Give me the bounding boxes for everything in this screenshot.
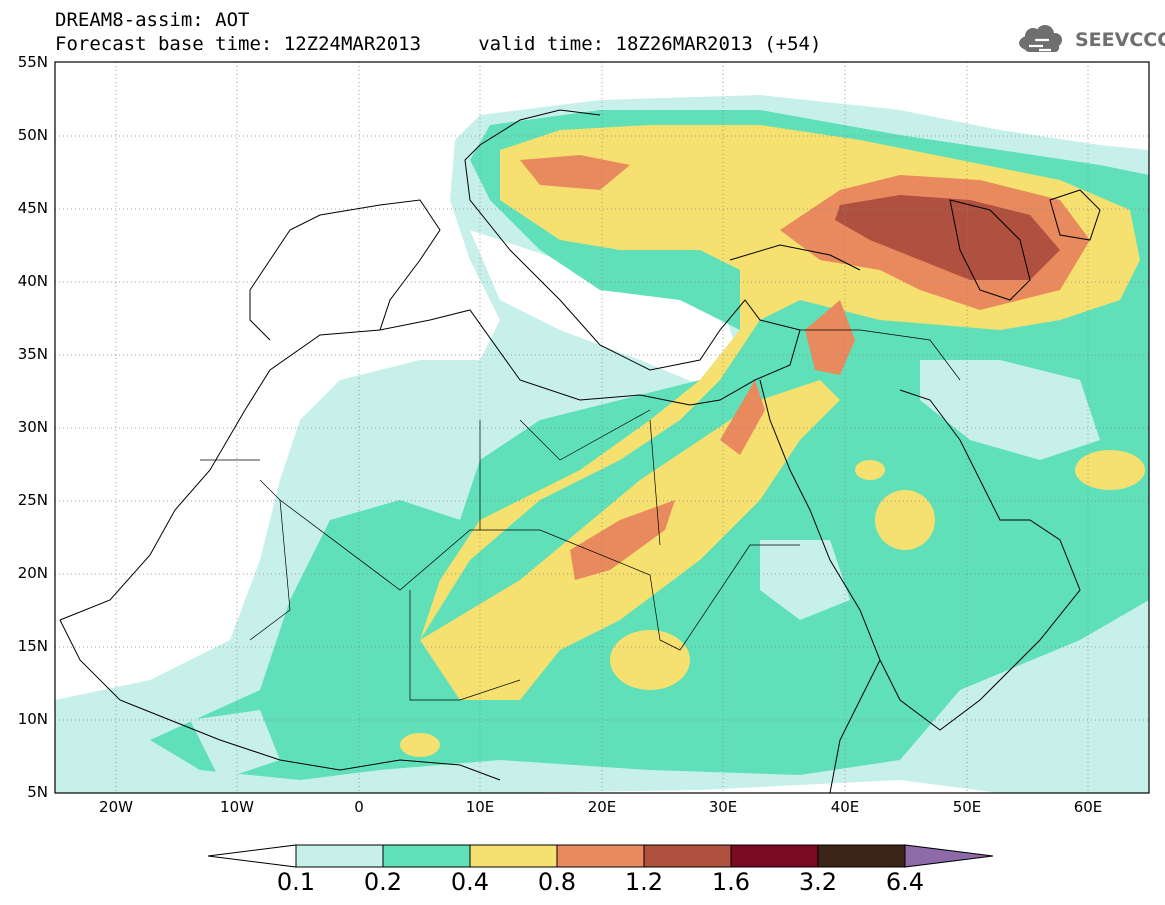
lat-label: 5N: [27, 783, 48, 801]
lat-label: 45N: [17, 199, 48, 217]
lat-label: 55N: [17, 53, 48, 71]
colorbar-label: 0.8: [537, 868, 577, 896]
forecast-time-subtitle: Forecast base time: 12Z24MAR2013 valid t…: [55, 33, 822, 55]
lat-label: 25N: [17, 491, 48, 509]
colorbar-label: 1.6: [711, 868, 751, 896]
lat-label: 50N: [17, 126, 48, 144]
map-frame: [54, 61, 1150, 794]
lat-label: 15N: [17, 637, 48, 655]
aot-field: [55, 95, 1149, 793]
colorbar-label: 0.1: [276, 868, 316, 896]
seevccc-logo: [1019, 25, 1062, 52]
lon-label: 10E: [465, 798, 495, 816]
colorbar-label: 0.4: [450, 868, 490, 896]
map-title: DREAM8-assim: AOT: [55, 9, 250, 31]
lon-label: 30E: [708, 798, 738, 816]
lon-label: 60E: [1073, 798, 1103, 816]
lat-label: 35N: [17, 345, 48, 363]
lat-label: 40N: [17, 272, 48, 290]
lon-label: 50E: [952, 798, 982, 816]
logo-text: SEEVCCC: [1075, 29, 1165, 51]
lon-label: 0: [354, 798, 364, 816]
colorbar-label: 0.2: [363, 868, 403, 896]
country-borders: [200, 329, 961, 701]
lat-label: 10N: [17, 710, 48, 728]
lon-label: 10W: [220, 798, 254, 816]
lat-label: 30N: [17, 418, 48, 436]
colorbar-label: 1.2: [624, 868, 664, 896]
lon-label: 20W: [99, 798, 133, 816]
lat-label: 20N: [17, 564, 48, 582]
coastlines: [59, 109, 1101, 793]
aot-band-1.2: [835, 195, 1060, 280]
colorbar-label: 6.4: [885, 868, 925, 896]
lon-label: 20E: [587, 798, 617, 816]
lon-label: 40E: [830, 798, 860, 816]
colorbar-label: 3.2: [798, 868, 838, 896]
